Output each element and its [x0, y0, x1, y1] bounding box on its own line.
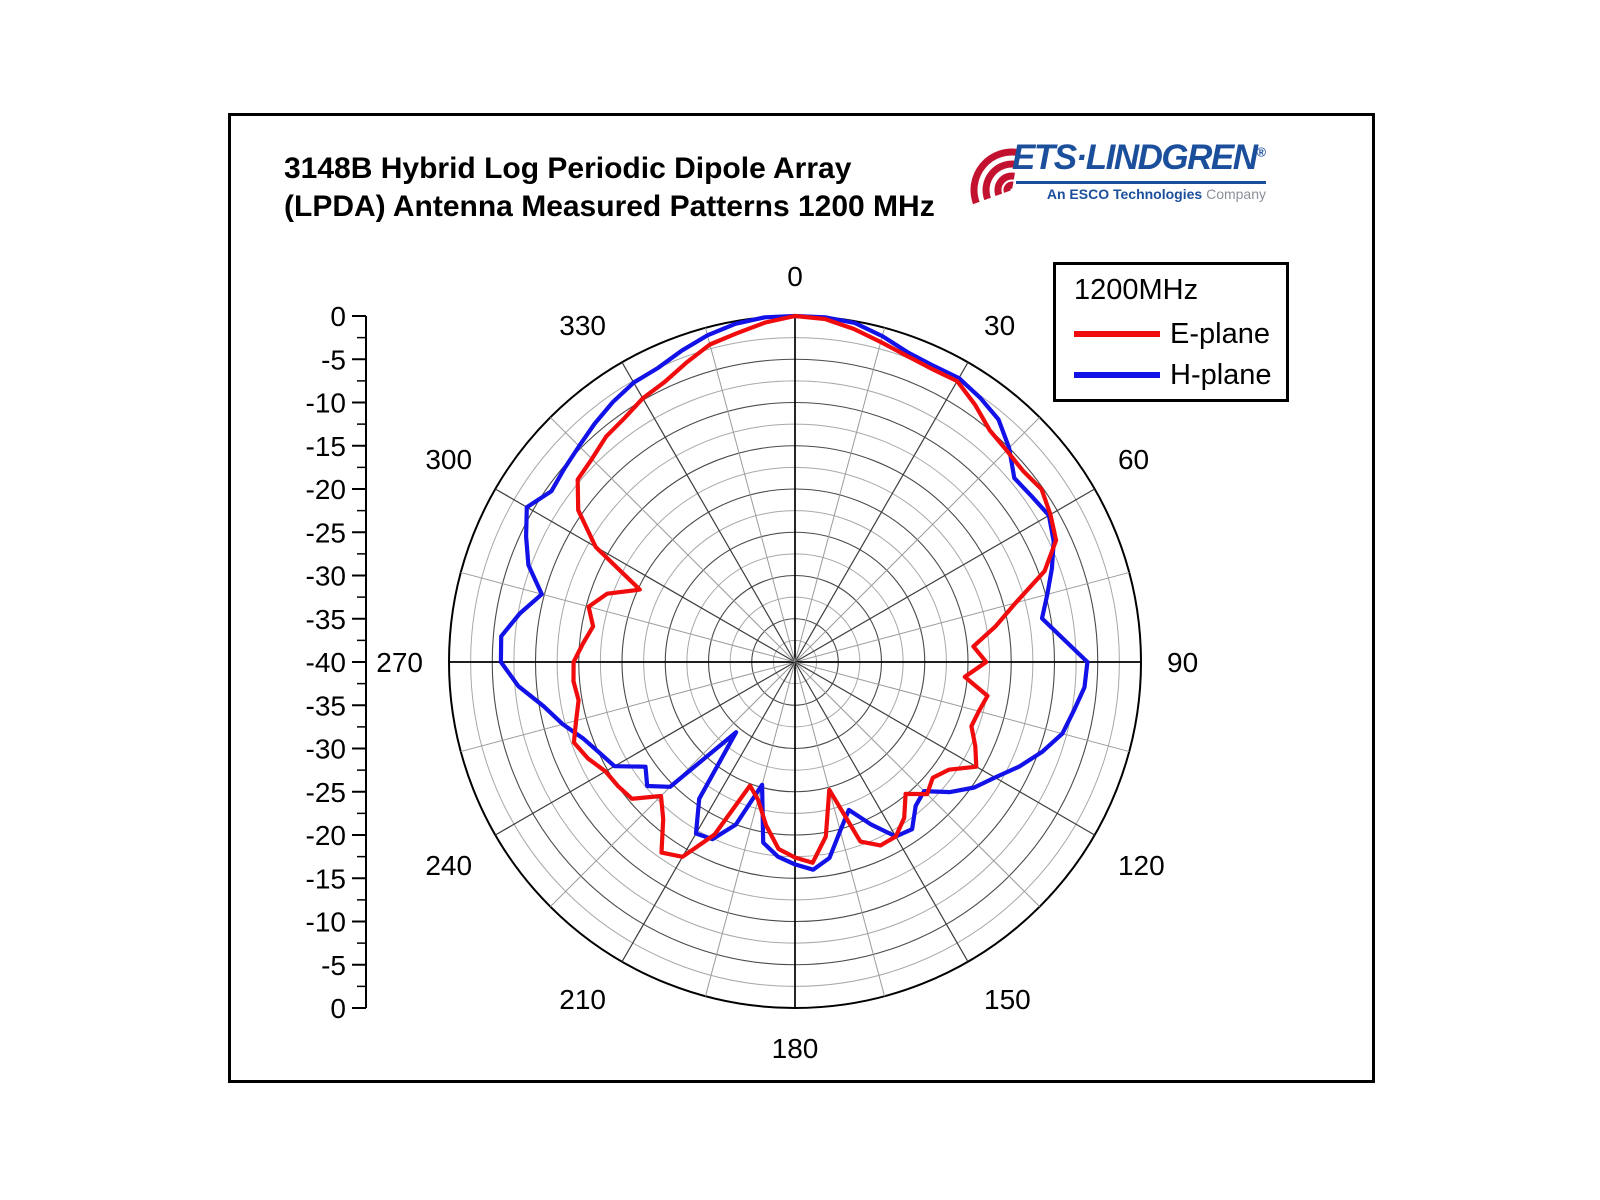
grid-spoke [704, 661, 796, 997]
radial-tick-label: -25 [306, 517, 346, 548]
radial-tick-label: -25 [306, 777, 346, 808]
grid-spoke [794, 661, 1130, 753]
radial-tick-label: 0 [330, 993, 346, 1024]
grid-spoke [621, 362, 796, 663]
h-plane-swatch [1074, 372, 1160, 378]
registered-mark: ® [1256, 144, 1267, 160]
grid-spoke [495, 661, 796, 836]
logo-tagline: An ESCO Technologies Company [1016, 186, 1266, 202]
radial-tick-label: -15 [306, 431, 346, 462]
legend-item-e-plane: E-plane [1074, 317, 1286, 350]
legend-title: 1200MHz [1074, 274, 1199, 306]
radial-tick-label: -30 [306, 561, 346, 592]
grid-spoke [460, 661, 796, 753]
e-plane-label: E-plane [1170, 317, 1270, 350]
radial-tick-label: -20 [306, 474, 346, 505]
radial-tick-label: -10 [306, 907, 346, 938]
legend: 1200MHz E-plane H-plane [1053, 262, 1289, 402]
radial-tick-label: -35 [306, 690, 346, 721]
radial-tick-label: -10 [306, 388, 346, 419]
radial-tick-label: -5 [321, 950, 346, 981]
angle-label: 330 [559, 310, 606, 341]
signal-waves-icon [970, 148, 1020, 205]
grid-spoke [794, 661, 969, 962]
radial-tick-label: -35 [306, 604, 346, 635]
title-line-2: (LPDA) Antenna Measured Patterns 1200 MH… [284, 190, 935, 223]
angle-label: 180 [772, 1033, 819, 1064]
e-plane-swatch [1074, 331, 1160, 337]
grid-spoke [794, 488, 1095, 663]
grid-spoke [549, 416, 796, 663]
title-line-1: 3148B Hybrid Log Periodic Dipole Array [284, 152, 852, 185]
grid-spoke [495, 488, 796, 663]
brand-text: ETS·LINDGREN® [1012, 138, 1266, 178]
grid-spoke [794, 661, 1041, 908]
angle-label: 120 [1118, 850, 1165, 881]
angle-label: 210 [559, 984, 606, 1015]
grid-spoke [794, 661, 1095, 836]
brand-name: ETS·LINDGREN [1012, 138, 1258, 177]
brand-logo: ETS·LINDGREN® An ESCO Technologies Compa… [956, 136, 1301, 212]
grid-spoke [794, 571, 1130, 663]
angle-label: 300 [425, 444, 472, 475]
figure-title: 3148B Hybrid Log Periodic Dipole Array (… [284, 150, 1044, 226]
angle-label: 30 [984, 310, 1015, 341]
angle-label: 0 [787, 261, 803, 292]
e-plane-trace [571, 313, 1059, 865]
radial-tick-label: -30 [306, 734, 346, 765]
grid-spoke [704, 327, 796, 663]
radial-tick-label: 0 [330, 301, 346, 332]
grid-spoke [794, 362, 969, 663]
angle-label: 150 [984, 984, 1031, 1015]
grid-spoke [794, 416, 1041, 663]
h-plane-label: H-plane [1170, 358, 1272, 391]
radial-tick-label: -15 [306, 863, 346, 894]
legend-item-h-plane: H-plane [1074, 358, 1286, 391]
grid-spoke [621, 661, 796, 962]
radial-tick-label: -20 [306, 820, 346, 851]
angle-label: 90 [1167, 647, 1198, 678]
angle-label: 270 [376, 647, 423, 678]
radial-tick-label: -40 [306, 647, 346, 678]
angle-label: 60 [1118, 444, 1149, 475]
radial-tick-label: -5 [321, 344, 346, 375]
tagline-light: Company [1202, 186, 1266, 202]
grid-spoke [460, 571, 796, 663]
logo-rule [1016, 181, 1266, 184]
angle-label: 240 [425, 850, 472, 881]
grid-spoke [794, 327, 886, 663]
tagline-bold: An ESCO Technologies [1046, 186, 1203, 202]
